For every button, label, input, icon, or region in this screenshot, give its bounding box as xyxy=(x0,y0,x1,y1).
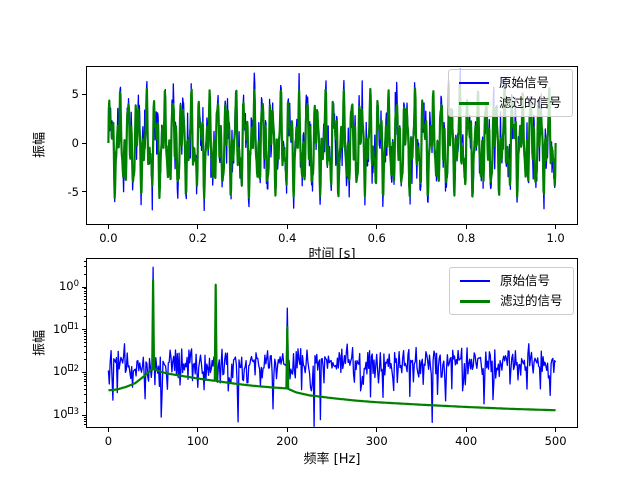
x-tick-label: 0.8 xyxy=(457,231,476,245)
y-minor-tick xyxy=(84,351,86,353)
y-minor-tick xyxy=(84,381,86,383)
y-minor-tick xyxy=(84,290,86,292)
y-minor-tick xyxy=(84,308,86,310)
y-tick xyxy=(82,371,86,373)
x-tick xyxy=(465,428,467,432)
x-tick xyxy=(197,428,199,432)
x-tick xyxy=(286,428,288,432)
filtered-signal-swatch xyxy=(459,101,489,105)
y-tick xyxy=(82,414,86,416)
y-minor-tick xyxy=(84,424,86,426)
x-tick-label: 200 xyxy=(276,434,299,448)
y-minor-tick xyxy=(84,401,86,403)
filtered-signal-label: 滤过的信号 xyxy=(499,95,562,110)
legend-item-filtered: 滤过的信号 xyxy=(459,96,562,110)
y-minor-tick xyxy=(84,373,86,375)
freq-xlabel: 频率 [Hz] xyxy=(303,452,361,467)
y-minor-tick xyxy=(84,394,86,396)
filtered-spectrum-label: 滤过的信号 xyxy=(500,293,563,308)
x-tick xyxy=(286,225,288,229)
time-plot-area xyxy=(86,66,578,225)
filtered-spectrum-swatch xyxy=(460,299,490,303)
x-tick xyxy=(555,225,557,229)
x-tick xyxy=(376,225,378,229)
x-tick xyxy=(197,225,199,229)
filtered-signal-line xyxy=(107,86,557,200)
y-minor-tick xyxy=(84,342,86,344)
y-minor-tick xyxy=(84,421,86,423)
y-minor-tick xyxy=(84,388,86,390)
y-minor-tick xyxy=(84,384,86,386)
y-tick-label: 10 3 xyxy=(52,407,79,422)
x-tick-label: 0 xyxy=(104,434,113,448)
x-tick-label: 0.6 xyxy=(367,231,386,245)
y-minor-tick xyxy=(84,266,86,268)
y-minor-tick xyxy=(84,293,86,295)
x-tick-label: 0.2 xyxy=(188,231,207,245)
original-signal-label: 原始信号 xyxy=(499,75,550,90)
y-minor-tick xyxy=(84,260,86,262)
y-tick-label: 10 2 xyxy=(52,364,79,379)
y-minor-tick xyxy=(84,295,86,297)
legend-item-original: 原始信号 xyxy=(460,274,563,288)
filtered-spectrum-line xyxy=(108,279,556,412)
y-minor-tick xyxy=(84,416,86,418)
missing-minus-glyph xyxy=(67,407,73,415)
time-legend: 原始信号 滤过的信号 xyxy=(448,69,573,117)
x-tick-label: 0.4 xyxy=(278,231,297,245)
y-minor-tick xyxy=(84,378,86,380)
y-tick xyxy=(82,329,86,331)
y-minor-tick xyxy=(84,335,86,337)
y-minor-tick xyxy=(84,359,86,361)
y-minor-tick xyxy=(84,316,86,318)
y-tick-label: -5 xyxy=(67,184,79,199)
y-tick-label: 0 xyxy=(71,136,79,150)
original-spectrum-line xyxy=(107,266,557,428)
x-tick-label: 300 xyxy=(365,434,388,448)
x-tick xyxy=(107,225,109,229)
y-minor-tick xyxy=(84,346,86,348)
missing-minus-glyph xyxy=(67,364,73,372)
y-minor-tick xyxy=(84,288,86,290)
y-tick xyxy=(82,93,86,95)
x-tick xyxy=(465,225,467,229)
y-minor-tick xyxy=(84,338,86,340)
legend-item-original: 原始信号 xyxy=(459,76,562,90)
time-series-canvas xyxy=(107,68,557,212)
freq-ylabel: 振幅 xyxy=(32,329,48,357)
spectrum-canvas xyxy=(107,266,557,428)
y-minor-tick xyxy=(84,303,86,305)
y-tick-label: 5 xyxy=(71,87,79,102)
x-tick-label: 1.0 xyxy=(546,231,565,245)
x-tick-label: 0.0 xyxy=(99,231,118,245)
freq-legend: 原始信号 滤过的信号 xyxy=(449,267,574,315)
y-minor-tick xyxy=(84,418,86,420)
y-tick-label: 10 1 xyxy=(52,321,79,336)
original-spectrum-label: 原始信号 xyxy=(500,273,551,288)
time-ylabel: 振幅 xyxy=(32,131,48,159)
x-tick-label: 100 xyxy=(186,434,209,448)
y-minor-tick xyxy=(84,299,86,301)
x-tick-label: 400 xyxy=(455,434,478,448)
original-spectrum-swatch xyxy=(460,280,490,282)
missing-minus-glyph xyxy=(67,321,73,329)
y-minor-tick xyxy=(84,333,86,335)
x-tick xyxy=(107,428,109,432)
original-signal-swatch xyxy=(459,82,489,84)
x-tick xyxy=(555,428,557,432)
y-tick xyxy=(82,286,86,288)
y-tick xyxy=(82,142,86,144)
y-minor-tick xyxy=(84,331,86,333)
y-minor-tick xyxy=(84,376,86,378)
legend-item-filtered: 滤过的信号 xyxy=(460,294,563,308)
y-tick xyxy=(82,191,86,193)
y-minor-tick xyxy=(84,273,86,275)
x-tick-label: 500 xyxy=(544,434,567,448)
x-tick xyxy=(376,428,378,432)
y-tick-label: 100 xyxy=(58,279,79,293)
